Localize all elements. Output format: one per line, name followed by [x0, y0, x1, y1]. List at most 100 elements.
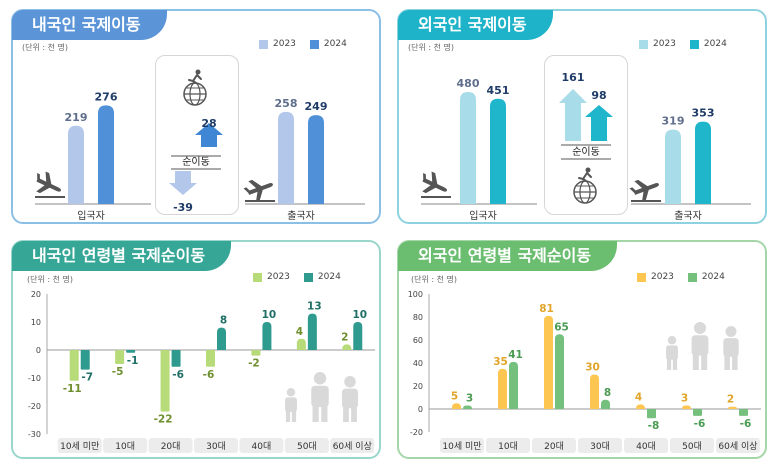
category-box	[284, 438, 329, 453]
chart-domestic-migration: 219 276 입국자 258 249 출국자 28 순이동 -39	[35, 69, 365, 222]
data-label-2024: -6	[694, 418, 706, 430]
bar-out-2024	[308, 115, 324, 204]
data-label-out-2024: 249	[305, 100, 328, 113]
category-label-in: 입국자	[77, 209, 105, 222]
globe-runner-icon	[573, 167, 597, 204]
x-tick-label: 30대	[206, 441, 226, 452]
net-label: 순이동	[182, 156, 210, 168]
x-tick-label: 60세 이상	[333, 441, 372, 452]
data-label-2024: -8	[648, 420, 660, 432]
data-label-2023: -6	[203, 369, 215, 381]
x-tick-label: 50대	[682, 441, 702, 452]
data-label-2024: 41	[508, 349, 523, 361]
legend-swatch	[639, 39, 648, 49]
panel-foreign-migration: 외국인 국제이동 (단위 : 천 명) 2023 2024 480 451 입국자 3…	[397, 9, 767, 224]
data-label-2023: -5	[112, 366, 124, 378]
net-label: 순이동	[572, 146, 600, 158]
legend-item-2024: 2024	[309, 39, 347, 49]
bar-2023	[544, 315, 553, 409]
category-box	[194, 438, 238, 453]
bar-2024	[647, 409, 656, 419]
legend-label: 2024	[703, 39, 727, 49]
legend-label: 2023	[267, 272, 290, 282]
bar-2024	[307, 313, 317, 350]
bar-2023	[452, 403, 461, 409]
legend-label: 2024	[323, 39, 347, 49]
person-icon	[691, 322, 709, 370]
plane-takeoff-icon	[243, 179, 273, 202]
category-box	[330, 438, 375, 453]
bar-2023	[69, 350, 79, 381]
data-label-2023: 35	[493, 356, 508, 368]
y-tick-label: -20	[28, 402, 41, 411]
x-tick-label: 20대	[544, 441, 564, 452]
category-box	[148, 438, 193, 453]
legend-item-2023: 2023	[253, 272, 290, 282]
unit-label: (단위 : 천 명)	[411, 275, 458, 284]
category-box	[103, 438, 148, 453]
bar-2023	[206, 350, 215, 367]
bar-2023	[342, 344, 352, 350]
category-box	[57, 438, 102, 453]
bar-2023	[636, 404, 645, 409]
x-tick-label: 30대	[590, 441, 610, 452]
bar-2024	[171, 350, 181, 367]
panel-foreign-age-net: 외국인 연령별 국제순이동 (단위 : 천 명) 2023 2024 100 80…	[397, 240, 767, 459]
y-tick-label: 80	[413, 313, 423, 322]
legend-item-2024: 2024	[303, 272, 341, 282]
data-label-in-2023: 480	[457, 77, 480, 90]
person-icon	[666, 336, 678, 370]
y-tick-label: -30	[28, 430, 41, 439]
bar-2023	[251, 350, 261, 356]
category-box	[532, 438, 576, 453]
data-label-2023: 3	[681, 393, 688, 405]
legend-swatch	[637, 272, 646, 282]
legend: 2023 2024	[637, 272, 725, 282]
net-value-2023: -39	[173, 201, 193, 214]
data-label-2024: 13	[307, 301, 322, 313]
data-label-2023: 4	[296, 326, 303, 338]
bar-in-2023	[460, 92, 476, 204]
x-tick-label: 50대	[297, 441, 317, 452]
category-box	[239, 438, 284, 453]
bar-2024	[463, 405, 472, 409]
data-label-2023: -2	[248, 358, 260, 370]
legend: 2023 2024	[639, 39, 727, 49]
bar-2024	[126, 350, 136, 353]
bar-out-2024	[695, 121, 711, 204]
data-label-2024: -7	[81, 372, 93, 384]
legend-label: 2023	[653, 39, 676, 49]
legend-item-2023: 2023	[637, 272, 674, 282]
data-label-2024: 65	[554, 321, 569, 333]
data-label-out-2023: 319	[662, 115, 685, 128]
bar-2024	[555, 334, 564, 409]
data-label-in-2024: 276	[95, 90, 118, 103]
legend-swatch	[253, 272, 262, 282]
x-tick-label: 10세 미만	[442, 441, 481, 452]
unit-label: (단위 : 천 명)	[27, 275, 74, 284]
legend-item-2023: 2023	[259, 39, 296, 49]
bar-2024	[217, 327, 226, 350]
bar-in-2024	[490, 98, 506, 204]
category-label-in: 입국자	[469, 209, 497, 222]
legend-label: 2024	[317, 272, 341, 282]
category-box	[670, 438, 714, 453]
plane-landing-icon	[36, 171, 61, 194]
unit-label: (단위 : 천 명)	[408, 43, 455, 52]
bar-out-2023	[665, 129, 681, 204]
category-label-out: 출국자	[287, 210, 315, 222]
plane-landing-icon	[422, 171, 447, 194]
y-tick-label: 40	[413, 359, 423, 368]
category-box	[440, 438, 484, 453]
category-label-out: 출국자	[674, 210, 702, 222]
bar-2023	[115, 350, 125, 364]
bar-out-2023	[278, 111, 294, 204]
x-tick-label: 10대	[115, 441, 135, 452]
data-label-2024: 8	[220, 315, 227, 327]
data-label-2023: 5	[451, 390, 458, 402]
net-up-arrow-2023	[559, 89, 587, 141]
data-label-2024: 10	[262, 309, 277, 321]
data-label-2023: -11	[63, 383, 82, 395]
